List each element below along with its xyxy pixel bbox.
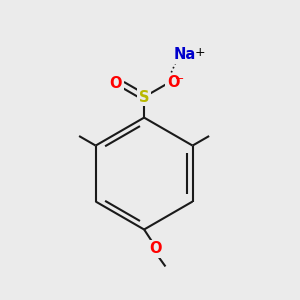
Text: O: O [167, 75, 179, 90]
Text: +: + [194, 46, 205, 59]
Text: O: O [149, 241, 161, 256]
Text: S: S [139, 89, 149, 104]
Text: −: − [174, 74, 184, 84]
Text: O: O [110, 76, 122, 91]
Text: Na: Na [174, 47, 196, 62]
